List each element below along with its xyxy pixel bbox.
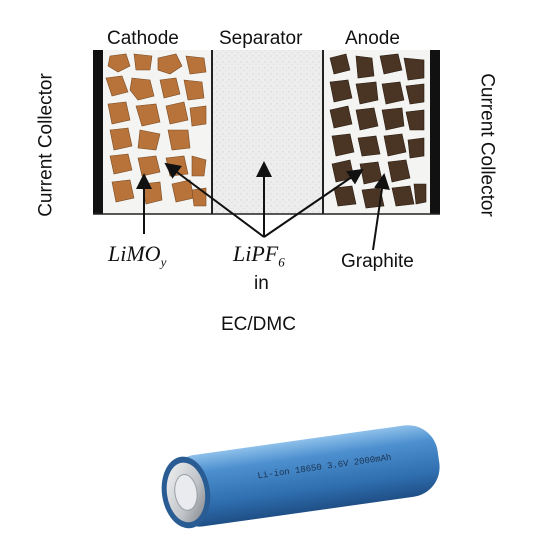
- graphite-label: Graphite: [341, 251, 414, 272]
- arrow-lipf6-anode: [263, 168, 364, 238]
- cathode-label: Cathode: [107, 28, 179, 49]
- lipf6-label: LiPF6: [233, 241, 285, 270]
- separator-label: Separator: [219, 28, 303, 49]
- current-collector-right: [430, 50, 440, 214]
- electrolyte-solvent-label: EC/DMC: [221, 314, 296, 335]
- cathode-particles: [105, 53, 207, 207]
- current-collector-left: [93, 50, 103, 214]
- arrows: [136, 161, 390, 251]
- arrow-lipf6-cathode: [164, 162, 265, 238]
- battery-body: [167, 425, 440, 527]
- limoy-label: LiMOy: [108, 241, 167, 270]
- arrow-graphite: [372, 173, 390, 251]
- anode-label: Anode: [345, 28, 400, 49]
- separator-region: [212, 50, 322, 214]
- in-label: in: [254, 273, 269, 294]
